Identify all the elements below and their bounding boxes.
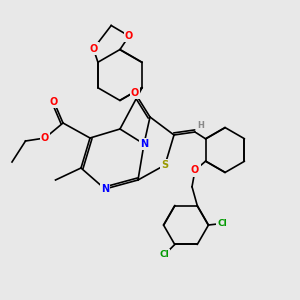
Text: Cl: Cl	[217, 219, 227, 228]
Text: O: O	[41, 133, 49, 143]
Text: S: S	[161, 160, 169, 170]
Text: N: N	[101, 184, 109, 194]
Text: H: H	[198, 122, 204, 130]
Text: O: O	[191, 165, 199, 175]
Text: O: O	[89, 44, 98, 54]
Text: Cl: Cl	[159, 250, 169, 260]
Text: O: O	[125, 31, 133, 41]
Text: O: O	[131, 88, 139, 98]
Text: O: O	[50, 97, 58, 107]
Text: N: N	[140, 139, 148, 149]
